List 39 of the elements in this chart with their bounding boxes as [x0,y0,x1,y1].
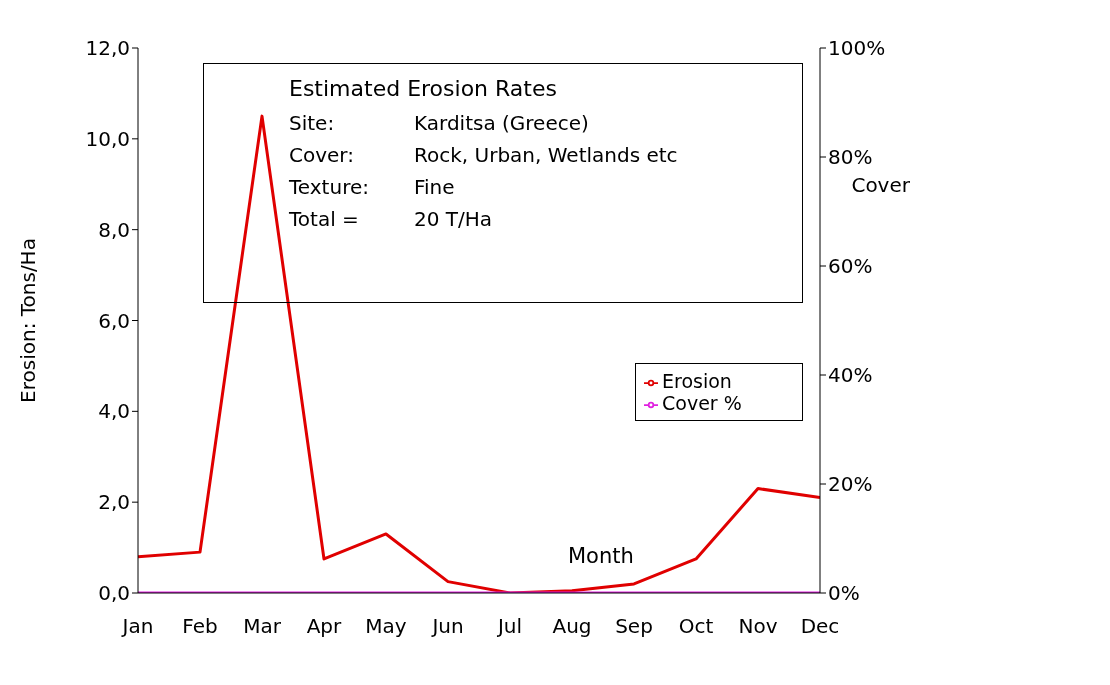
x-tick-label: Dec [800,614,840,639]
y-tick-label: 4,0 [98,399,130,424]
annotation: Total = [289,207,360,231]
annotation: Estimated Erosion Rates [289,76,558,101]
y-tick-label: 6,0 [98,308,130,333]
x-tick-label: Mar [243,614,282,639]
annotation: Fine [414,175,456,199]
annotation: Rock, Urban, Wetlands etc [414,143,679,167]
annotation: Site: [289,111,336,135]
y2-tick-label: 0% [828,581,860,606]
y-tick-label: 0,0 [98,581,130,606]
x-tick-label: Oct [678,614,714,639]
x-tick-label: Feb [182,614,218,639]
y2-axis-title: Cover [851,173,911,198]
annotation: Texture: [289,175,370,199]
annotation: Cover: [289,143,355,167]
y2-tick-label: 100% [828,36,886,61]
x-tick-label: Apr [306,614,343,639]
y-tick-label: 12,0 [85,36,130,61]
y-tick-label: 2,0 [98,490,130,515]
y-tick-label: 8,0 [98,217,130,242]
legend-label: Cover % [662,392,742,414]
y2-tick-label: 60% [828,254,873,279]
y2-tick-label: 80% [828,145,873,170]
x-tick-label: Nov [738,614,778,639]
legend-label: Erosion [662,370,732,392]
y-axis-title: Erosion: Tons/Ha [16,238,41,403]
x-tick-label: May [365,614,407,639]
x-tick-label: Jan [120,614,154,639]
y2-tick-label: 40% [828,363,873,388]
x-tick-label: Jul [495,614,523,639]
annotation: 20 T/Ha [414,207,494,231]
annotation: Karditsa (Greece) [414,111,590,135]
x-tick-label: Aug [552,614,592,639]
y2-tick-label: 20% [828,472,873,497]
x-tick-label: Jun [430,614,464,639]
x-tick-label: Sep [615,614,653,639]
y-tick-label: 10,0 [85,126,130,151]
x-axis-title: Month [568,544,634,568]
